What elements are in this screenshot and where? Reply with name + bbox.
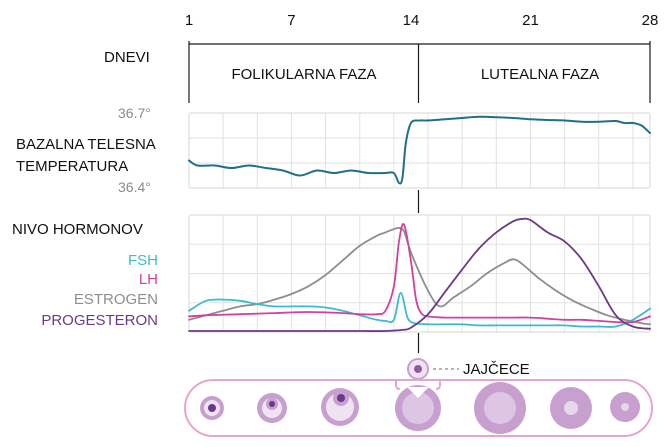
ovum-bracket-left [395, 381, 401, 390]
phase-bracket: FOLIKULARNA FAZA LUTEALNA FAZA [188, 41, 651, 103]
legend-progesteron: PROGESTERON [41, 312, 158, 329]
legend-lh: LH [139, 271, 158, 288]
temperature-frame [188, 112, 651, 189]
follicle-stage-4-icon [395, 385, 441, 431]
follicular-phase-label: FOLIKULARNA FAZA [231, 66, 376, 83]
hormone-frame [188, 214, 651, 333]
corpus-luteum-stage-2-icon [550, 387, 592, 429]
hormone-lines [188, 217, 651, 332]
ovum-label: JAJČECE [463, 361, 530, 378]
day-axis: 1 7 14 21 28 [185, 12, 659, 29]
temperature-panel: 36.7° BAZALNA TELESNA TEMPERATURA 36.4° [16, 105, 651, 195]
luteal-phase-label: LUTEALNA FAZA [481, 66, 599, 83]
ovum-bracket-right [435, 381, 441, 390]
temperature-label-line1: BAZALNA TELESNA [16, 136, 156, 153]
days-axis-label: DNEVI [104, 49, 150, 66]
legend-fsh: FSH [128, 252, 158, 269]
temperature-grid [189, 113, 650, 188]
day-tick-label: 7 [287, 12, 295, 29]
progesteron-series-line [188, 217, 651, 332]
ovum-nucleus-icon [414, 365, 422, 373]
follicle-stage-2-icon [257, 393, 287, 423]
lh-series-line [188, 223, 651, 324]
estrogen-series-line [188, 226, 651, 326]
follicle-stage-1-icon [200, 396, 224, 420]
ovum: JAJČECE [407, 358, 530, 380]
day-tick-label: 14 [403, 12, 420, 29]
corpus-luteum-stage-3-icon [610, 392, 640, 422]
temperature-lines [188, 115, 651, 185]
hormone-panel-label: NIVO HORMONOV [12, 221, 143, 238]
temperature-max-label: 36.7° [118, 105, 151, 121]
legend-estrogen: ESTROGEN [74, 291, 158, 308]
day-tick-label: 28 [642, 12, 659, 29]
temperature-min-label: 36.4° [118, 179, 151, 195]
day-tick-label: 1 [185, 12, 193, 29]
follicle-stage-3-icon [321, 388, 359, 426]
day-tick-label: 21 [522, 12, 539, 29]
follicle-strip [184, 379, 653, 437]
temperature-label-line2: TEMPERATURA [16, 158, 128, 175]
follicle-strip-frame [184, 379, 653, 437]
fsh-series-line [188, 291, 651, 328]
hormone-panel: NIVO HORMONOV FSH LH ESTROGEN PROGESTERO… [12, 214, 651, 333]
temperature-series-line [188, 115, 651, 185]
corpus-luteum-stage-1-icon [474, 382, 526, 434]
